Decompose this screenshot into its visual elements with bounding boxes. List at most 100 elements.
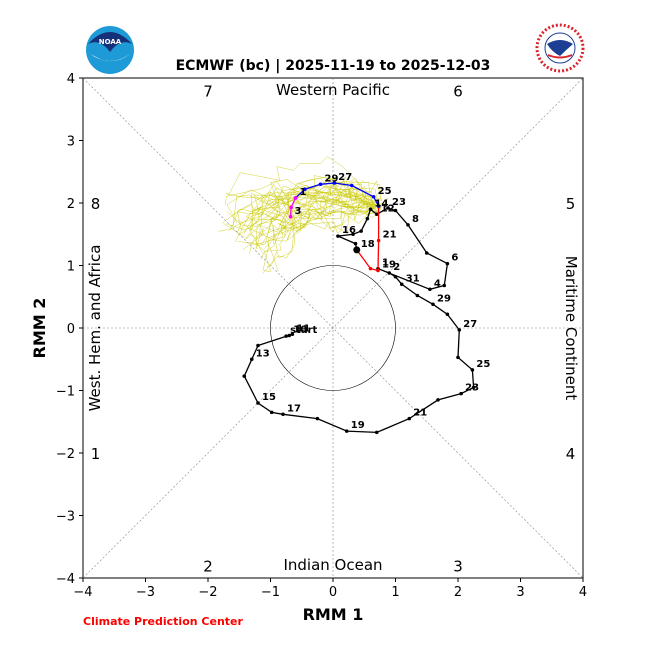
phase-number: 1 (91, 445, 101, 463)
observed-date-label: 31 (406, 273, 420, 284)
ensemble-member-line (222, 191, 375, 224)
observed-point (374, 212, 379, 217)
forecast-blue-point (376, 204, 381, 208)
forecast-magenta-point (293, 196, 298, 200)
observed-point (393, 274, 398, 279)
observed-point (351, 232, 355, 237)
ensemble-member-line (218, 179, 373, 232)
region-label-right: Maritime Continent (562, 256, 580, 401)
forecast-red-point (376, 238, 381, 243)
svg-text:NOAA: NOAA (99, 38, 122, 46)
observed-point (431, 302, 435, 307)
observed-point (315, 416, 320, 421)
phase-number: 3 (453, 558, 463, 576)
observed-date-label: 15 (262, 392, 276, 403)
forecast-red-point (376, 268, 380, 273)
phase-number: 6 (453, 83, 463, 101)
observed-point (242, 374, 247, 378)
observed-point (393, 208, 398, 213)
forecast-blue-date-label: 1 (300, 187, 307, 198)
ensemble-member-line (223, 181, 377, 240)
observed-point (365, 216, 370, 221)
y-tick-label: 1 (67, 260, 75, 275)
phase-number: 4 (566, 445, 576, 463)
ensemble-member-line (264, 205, 378, 249)
observed-point (457, 328, 462, 332)
ensemble-member-line (226, 191, 380, 218)
observed-date-label: 14 (375, 198, 389, 209)
forecast-blue-point (349, 183, 354, 188)
x-tick-label: 1 (391, 585, 399, 600)
forecast-magenta-date-label: 3 (295, 206, 302, 217)
observed-date-label: 16 (342, 225, 356, 236)
ensemble-member-line (247, 199, 375, 253)
y-axis-label: RMM 2 (30, 298, 49, 359)
observed-date-label: 25 (476, 359, 490, 370)
ensemble-members (218, 156, 388, 274)
observed-point (456, 355, 460, 360)
observed-date-label: start (290, 325, 317, 336)
observed-point (445, 312, 450, 317)
x-tick-label: −1 (261, 585, 280, 600)
observed-date-label: 11 (296, 323, 310, 334)
observed-point (249, 357, 254, 362)
ensemble-member-line (266, 205, 380, 268)
y-tick-label: −4 (56, 572, 75, 587)
observed-point (399, 282, 404, 287)
observed-point (442, 283, 447, 288)
observed-date-label: 2 (393, 262, 400, 273)
observed-date-label: 17 (287, 403, 301, 414)
y-tick-label: −2 (56, 447, 75, 462)
observed-date-label: 18 (361, 239, 375, 250)
forecast-magenta-point (288, 214, 293, 219)
observed-date-label: 27 (463, 319, 477, 330)
region-label-bottom: Indian Ocean (283, 556, 382, 574)
ensemble-member-line (237, 199, 377, 246)
region-label-top: Western Pacific (276, 81, 390, 99)
observed-point (407, 416, 412, 421)
forecast-blue-date-label: 29 (325, 173, 339, 184)
ensemble-member-line (251, 201, 386, 232)
observed-date-label: 12 (381, 203, 395, 214)
guide-diagonal-2 (82, 77, 584, 579)
forecast-blue-date-label: 27 (338, 172, 352, 183)
observed-point (436, 398, 440, 402)
observed-point (359, 229, 363, 233)
observed-point (336, 234, 340, 238)
observed-point (459, 391, 463, 396)
x-tick-label: 2 (454, 585, 462, 600)
phase-number: 2 (203, 558, 213, 576)
ensemble-member-line (226, 177, 378, 231)
observed-point (415, 293, 420, 298)
ensemble-member-line (226, 156, 381, 201)
observed-point (386, 206, 390, 210)
y-tick-label: −1 (56, 385, 75, 400)
observed-point (353, 241, 358, 246)
observed-point (287, 333, 292, 338)
y-tick-label: −3 (56, 510, 75, 525)
ensemble-member-line (226, 185, 380, 227)
observed-point (256, 401, 260, 405)
observed-point (406, 223, 410, 227)
ensemble-member-line (249, 194, 373, 255)
forecast-red-date-label: 21 (383, 230, 397, 241)
x-tick-label: −2 (198, 585, 217, 600)
observed-point (284, 334, 288, 338)
observed-date-label: 23 (465, 383, 479, 394)
ensemble-member-line (232, 177, 382, 215)
forecast-start-marker (353, 246, 361, 254)
ensemble-member-line (224, 180, 382, 209)
observed-date-label: 10 (293, 325, 307, 336)
observed-point (344, 429, 349, 433)
forecast-blue-point (332, 181, 337, 185)
observed-point (424, 251, 429, 255)
observed-date-label: 8 (412, 214, 419, 225)
x-tick-label: −4 (73, 585, 92, 600)
observed-point (471, 385, 476, 390)
forecast-blue-point (318, 182, 323, 187)
ensemble-member-line (266, 195, 373, 272)
observed-point (374, 430, 379, 435)
observed-date-label: 19 (351, 420, 365, 431)
x-tick-label: 4 (579, 585, 587, 600)
phase-number: 7 (203, 83, 213, 101)
